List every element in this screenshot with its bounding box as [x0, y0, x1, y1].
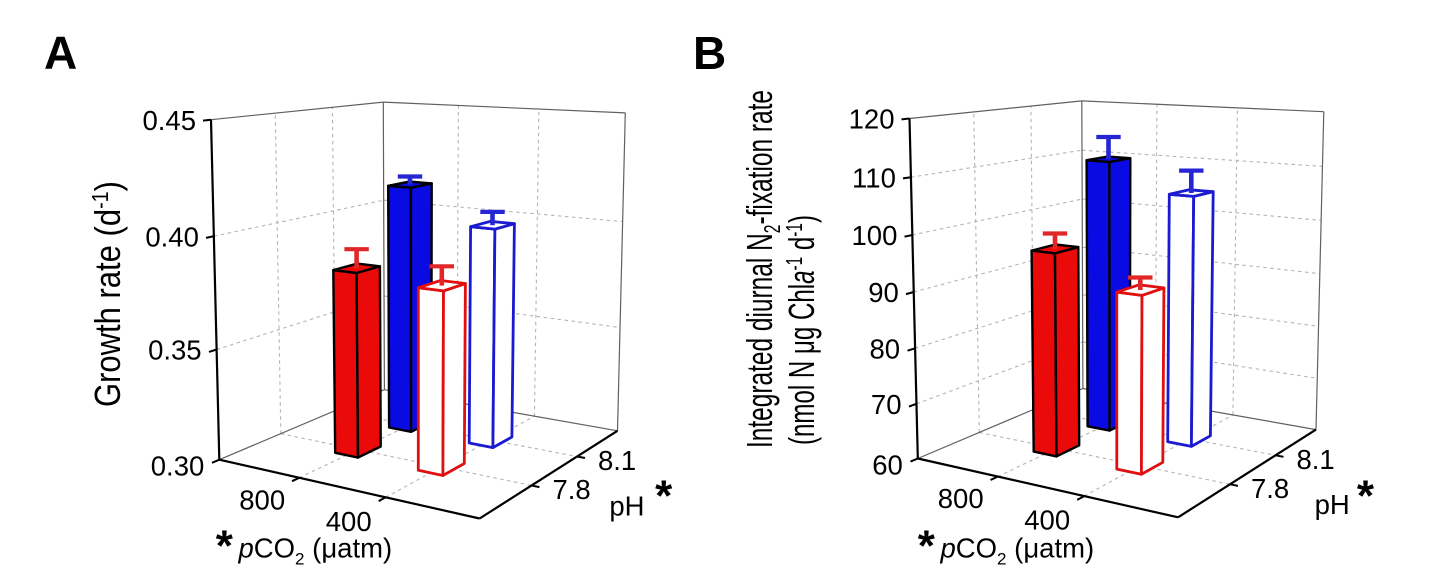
svg-text:A: A: [44, 27, 77, 79]
svg-text:800: 800: [239, 484, 285, 515]
svg-text:100: 100: [852, 220, 898, 251]
svg-text:400: 400: [1024, 505, 1070, 536]
svg-text:400: 400: [326, 506, 372, 537]
svg-text:80: 80: [870, 334, 901, 365]
svg-text:(nmol N μg Chla-1 d-1): (nmol N μg Chla-1 d-1): [781, 215, 822, 445]
svg-text:Growth rate (d-1): Growth rate (d-1): [87, 181, 128, 407]
svg-text:8.1: 8.1: [1296, 444, 1334, 475]
svg-text:60: 60: [872, 449, 903, 480]
svg-text:pH: pH: [609, 490, 644, 521]
svg-text:90: 90: [868, 277, 899, 308]
svg-text:pCO2 (μatm): pCO2 (μatm): [940, 533, 1095, 569]
svg-text:7.8: 7.8: [552, 474, 590, 505]
svg-text:pH: pH: [1315, 489, 1350, 520]
svg-text:7.8: 7.8: [1251, 473, 1289, 504]
svg-text:*: *: [1357, 472, 1375, 521]
svg-text:0.45: 0.45: [142, 105, 196, 136]
svg-text:110: 110: [852, 162, 896, 193]
svg-text:800: 800: [938, 483, 984, 514]
svg-text:0.35: 0.35: [148, 335, 202, 366]
svg-text:Integrated diurnal N2-fixation: Integrated diurnal N2-fixation rate: [739, 90, 785, 448]
svg-text:pCO2 (μatm): pCO2 (μatm): [238, 533, 393, 569]
svg-text:B: B: [693, 27, 726, 79]
svg-text:*: *: [918, 522, 936, 571]
svg-text:70: 70: [871, 389, 902, 420]
svg-text:120: 120: [849, 104, 895, 135]
svg-text:*: *: [655, 472, 673, 521]
svg-text:0.30: 0.30: [151, 451, 205, 482]
svg-text:*: *: [216, 522, 234, 571]
svg-text:0.40: 0.40: [145, 221, 199, 252]
svg-text:8.1: 8.1: [598, 445, 636, 476]
